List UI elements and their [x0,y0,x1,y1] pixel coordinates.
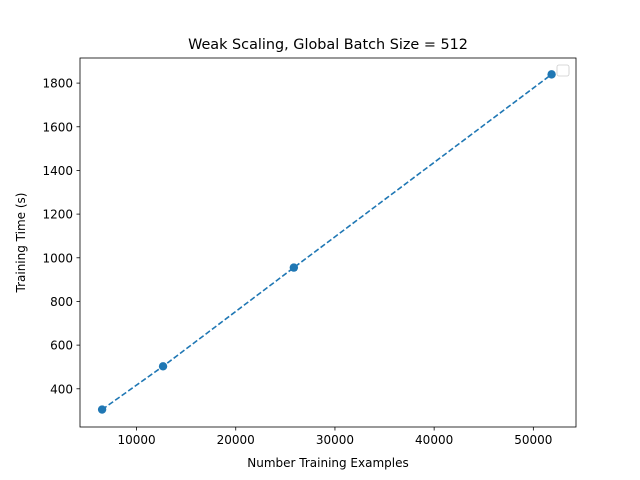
x-axis-label: Number Training Examples [247,456,409,470]
x-tick-label: 20000 [217,433,255,447]
y-axis-ticks: 400 600 800 1000 1200 1400 1600 1800 [42,77,80,396]
y-tick-label: 1200 [42,208,73,222]
y-tick-label: 600 [50,339,73,353]
y-tick-label: 1400 [42,164,73,178]
series-line [101,73,553,411]
data-point [289,263,299,272]
y-tick-label: 400 [50,382,73,396]
data-point [547,70,556,79]
data-point [158,362,168,371]
x-tick-label: 40000 [415,433,453,447]
y-tick-label: 1800 [42,77,73,91]
x-axis-ticks: 10000 20000 30000 40000 50000 [117,427,552,447]
chart-title: Weak Scaling, Global Batch Size = 512 [188,37,468,53]
x-tick-label: 50000 [514,433,552,447]
y-tick-label: 800 [50,295,73,309]
y-axis-label: Training Time (s) [14,193,28,294]
y-tick-label: 1000 [42,251,73,265]
data-point [97,405,107,414]
series-layer [97,70,556,414]
x-tick-label: 30000 [316,433,354,447]
y-tick-label: 1600 [42,120,73,134]
plot-frame [79,57,577,428]
x-tick-label: 10000 [117,433,155,447]
legend-box [556,64,570,77]
